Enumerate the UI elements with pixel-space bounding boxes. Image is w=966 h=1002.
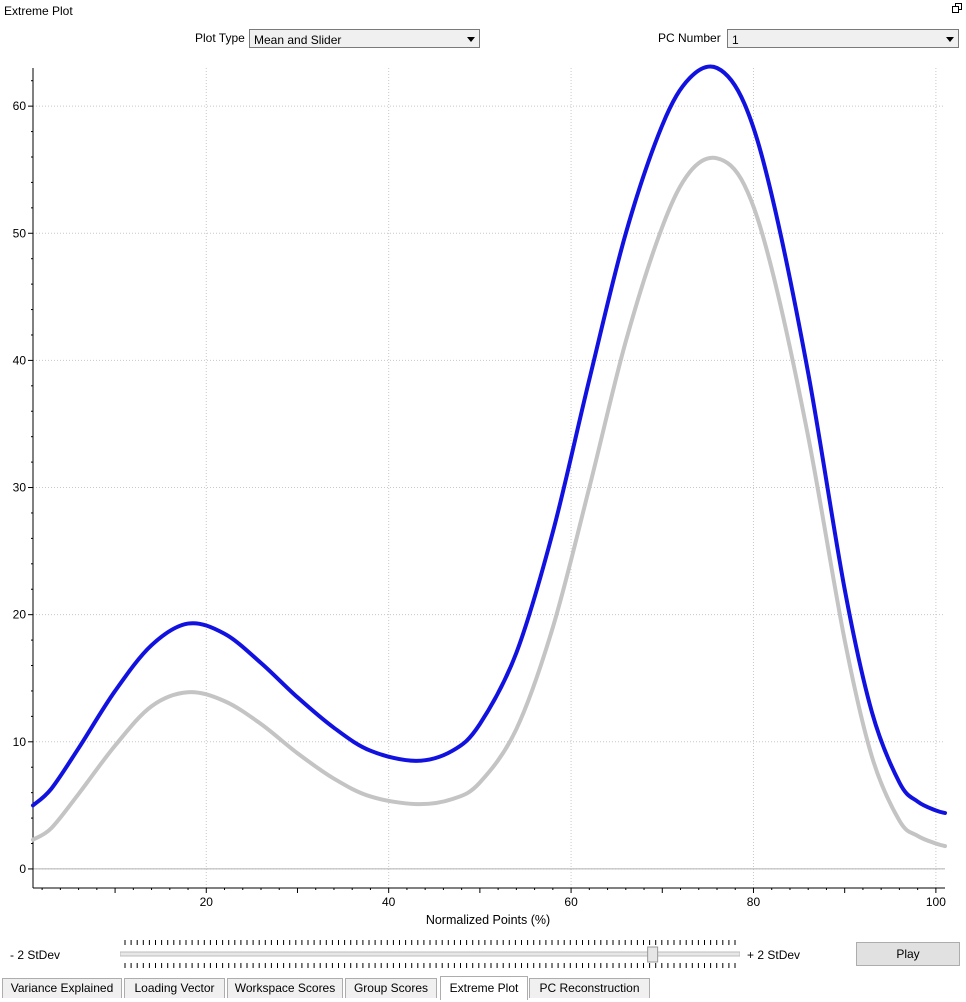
stdev-slider[interactable] — [120, 938, 740, 970]
y-tick-label: 50 — [13, 226, 27, 240]
tab-bar: Variance Explained Loading Vector Workspac… — [0, 976, 966, 1002]
tab-loading-vector[interactable]: Loading Vector — [124, 978, 225, 998]
restore-window-icon[interactable] — [951, 2, 963, 14]
plot-type-dropdown[interactable]: Mean and Slider — [249, 29, 480, 48]
slider-handle[interactable] — [647, 946, 659, 963]
tab-workspace-scores[interactable]: Workspace Scores — [227, 978, 343, 998]
x-tick-label: 80 — [747, 895, 761, 909]
pc-number-label: PC Number — [658, 31, 721, 45]
chevron-down-icon — [946, 37, 954, 42]
x-axis-label: Normalized Points (%) — [426, 913, 550, 927]
tab-variance-explained[interactable]: Variance Explained — [2, 978, 122, 998]
tab-pc-reconstruction[interactable]: PC Reconstruction — [529, 978, 650, 998]
series-line-blue — [31, 64, 947, 815]
x-tick-label: 60 — [564, 895, 578, 909]
minus-stdev-label: - 2 StDev — [10, 948, 61, 962]
slider-track[interactable] — [120, 951, 740, 957]
plot-type-value: Mean and Slider — [254, 33, 342, 47]
title-bar: Extreme Plot — [0, 0, 966, 22]
y-tick-label: 20 — [13, 608, 27, 622]
tab-extreme-plot[interactable]: Extreme Plot — [440, 976, 528, 1000]
y-tick-label: 0 — [19, 862, 26, 876]
tab-group-scores[interactable]: Group Scores — [345, 978, 437, 998]
pc-number-value: 1 — [732, 33, 739, 47]
y-tick-label: 60 — [13, 99, 27, 113]
chevron-down-icon — [467, 37, 475, 42]
x-tick-label: 40 — [382, 895, 396, 909]
pc-number-dropdown[interactable]: 1 — [727, 29, 959, 48]
plot-type-label: Plot Type — [195, 31, 245, 45]
y-tick-label: 30 — [13, 481, 27, 495]
x-tick-label: 20 — [200, 895, 214, 909]
extreme-plot-chart: 20 40 60 80 100 0 10 20 30 40 50 60 Normalized Point… — [13, 64, 947, 927]
play-button[interactable]: Play — [856, 942, 960, 966]
series-line-gray — [31, 155, 947, 849]
y-tick-label: 10 — [13, 735, 27, 749]
x-tick-label: 100 — [926, 895, 946, 909]
window-title: Extreme Plot — [4, 4, 73, 18]
plus-stdev-label: + 2 StDev — [747, 948, 801, 962]
y-tick-label: 40 — [13, 353, 27, 367]
